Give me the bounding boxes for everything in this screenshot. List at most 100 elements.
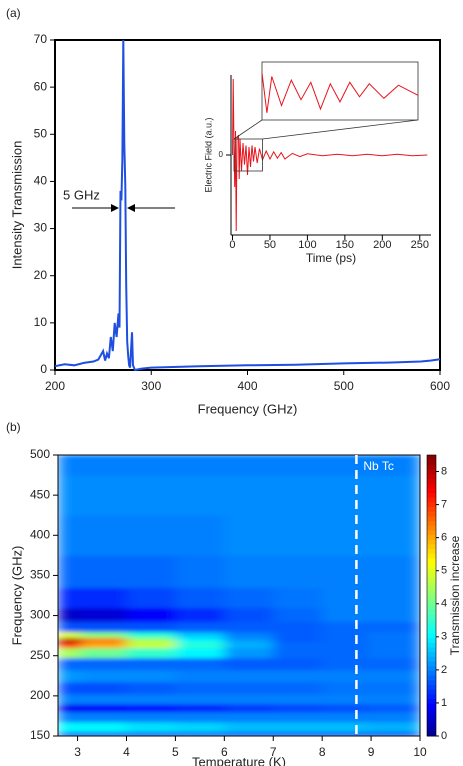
heatmap-cell [80,515,127,556]
heatmap-cell [366,721,404,733]
x-tick-label: 10 [413,745,427,759]
heatmap-cell [273,621,323,633]
heatmap-cell [175,647,225,659]
colorbar-step [427,581,436,587]
heatmap-cell [80,641,127,649]
heatmap-cell [273,647,323,659]
heatmap-cell [366,731,404,736]
x-tick-label: 100 [298,239,316,251]
heatmap-cell [224,631,274,639]
y-tick-label: 500 [30,447,50,461]
heatmap-cell [322,621,367,633]
x-tick-label: 150 [336,239,354,251]
heatmap-cell [402,681,420,695]
y-tick-label: 70 [34,32,48,46]
heatmap-cell [366,637,404,643]
heatmap-cell [80,657,127,671]
colorbar-step [427,600,436,606]
x-tick-label: 300 [141,379,161,393]
heatmap-cell [273,657,323,671]
heatmap-cell [273,631,323,639]
colorbar-tick-label: 1 [441,697,447,709]
heatmap-cell [175,515,225,556]
heatmap-cell [80,607,127,623]
heatmap-cell [366,657,404,671]
heatmap-cell [224,657,274,671]
colorbar-step [427,731,436,737]
heatmap-cell [366,455,404,476]
heatmap-cell [58,621,81,633]
heatmap-cell [58,703,81,713]
heatmap-cell [126,475,176,516]
colorbar-step [427,675,436,681]
colorbar-step [427,572,436,578]
heatmap-cell [402,711,420,723]
heatmap-cell [322,647,367,659]
colorbar-tick-label: 7 [441,498,447,510]
heatmap-cell [402,693,420,705]
colorbar-step [427,703,436,709]
colorbar-step [427,651,436,657]
colorbar-step [427,520,436,526]
heatmap-cell [126,647,176,659]
colorbar-tick-label: 4 [441,598,447,610]
heatmap-cell [402,587,420,609]
heatmap-cell [126,711,176,723]
colorbar-step [427,689,436,695]
colorbar-step [427,469,436,475]
heatmap-cell [80,555,127,588]
heatmap-cell [322,587,367,609]
heatmap-cell [402,641,420,649]
x-tick-label: 3 [74,745,81,759]
colorbar-label: Transmission increase [448,535,462,655]
heatmap-cell [273,587,323,609]
colorbar-step [427,604,436,611]
x-tick-label: 0 [229,239,235,251]
heatmap-cell [58,607,81,623]
y-tick-label: 350 [30,568,50,582]
colorbar-step [427,515,436,522]
heatmap-cell [322,693,367,705]
heatmap-cell [175,555,225,588]
heatmap-cell [224,587,274,609]
x-tick-label: 400 [237,379,257,393]
heatmap-cell [80,475,127,516]
heatmap-cell [322,641,367,649]
heatmap-cell [175,693,225,705]
heatmap-cell [322,515,367,556]
heatmap-cell [80,731,127,736]
heatmap-cell [366,515,404,556]
x-tick-label: 6 [221,745,228,759]
heatmap-cell [273,711,323,723]
colorbar-step [427,679,436,685]
zoom-region [233,138,263,172]
colorbar-step [427,614,436,620]
heatmap-cell [224,711,274,723]
heatmap-cell [273,455,323,476]
colorbar-step [427,567,436,573]
heatmap-cell [58,641,81,649]
colorbar-step [427,478,436,484]
heatmap-cells [58,455,420,736]
heatmap-cell [224,669,274,683]
heatmap-cell [322,455,367,476]
heatmap-cell [402,657,420,671]
heatmap-cell [175,631,225,639]
heatmap-cell [126,721,176,733]
heatmap-cell [80,681,127,695]
colorbar-step [427,698,436,704]
heatmap-cell [322,681,367,695]
heatmap-cell [322,631,367,639]
heatmap-cell [58,711,81,723]
x-tick-label: 600 [430,379,450,393]
colorbar-tick-label: 2 [441,664,447,676]
heatmap-cell [402,475,420,516]
heatmap-cell [366,555,404,588]
zoom-line [261,72,419,113]
colorbar-step [427,721,436,728]
tc-label: Nb Tc [363,459,393,473]
heatmap-cell [126,693,176,705]
heatmap-cell [80,631,127,639]
y-tick-label: 200 [30,688,50,702]
colorbar-step [427,492,436,498]
